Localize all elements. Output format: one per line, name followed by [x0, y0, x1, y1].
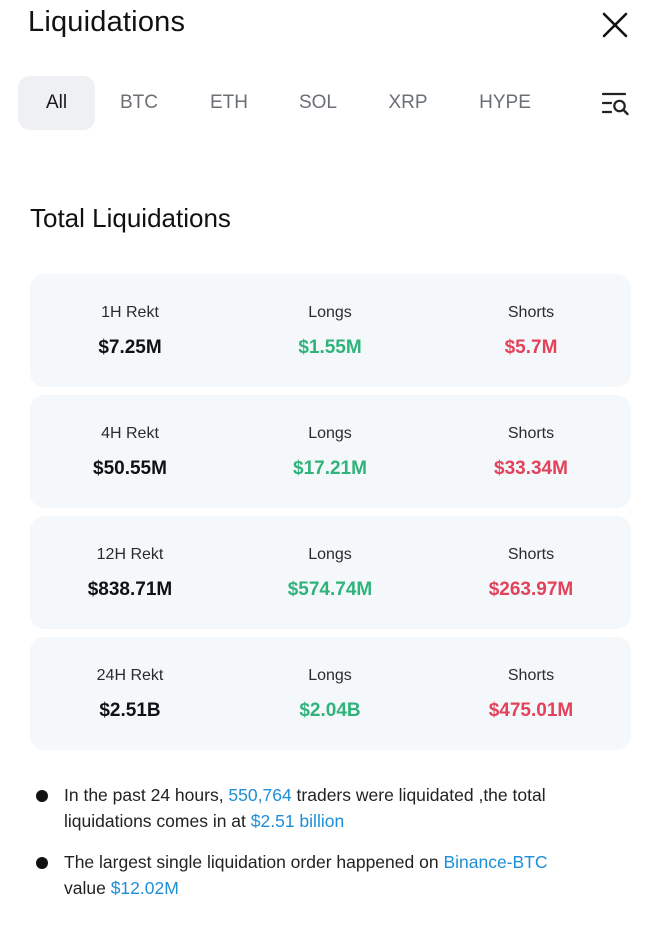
shorts-value: $475.01M: [488, 700, 574, 721]
rekt-column: 1H Rekt $7.25M: [30, 274, 230, 387]
longs-label: Longs: [308, 425, 352, 442]
shorts-label: Shorts: [507, 546, 555, 563]
section-title: Total Liquidations: [30, 203, 231, 233]
rekt-value: $7.25M: [98, 337, 162, 358]
stats-card-24h: 24H Rekt $2.51B Longs $2.04B Shorts $475…: [30, 637, 631, 750]
rekt-label: 4H Rekt: [101, 425, 159, 442]
rekt-column: 24H Rekt $2.51B: [30, 637, 230, 750]
longs-column: Longs $17.21M: [230, 395, 430, 508]
list-search-icon[interactable]: [602, 91, 630, 117]
note-text: In the past 24 hours, 550,764 traders we…: [64, 782, 624, 834]
rekt-value: $2.51B: [99, 700, 161, 721]
longs-value: $2.04B: [299, 700, 361, 721]
rekt-label: 24H Rekt: [96, 667, 164, 684]
coin-tabs: All BTC ETH SOL XRP HYPE: [18, 76, 643, 132]
tab-hype[interactable]: HYPE: [479, 92, 531, 113]
rekt-label: 1H Rekt: [101, 304, 159, 321]
rekt-column: 12H Rekt $838.71M: [30, 516, 230, 629]
note-text-segment: In the past 24 hours,: [64, 785, 229, 805]
rekt-value: $50.55M: [93, 458, 167, 479]
shorts-value: $5.7M: [504, 337, 558, 358]
rekt-column: 4H Rekt $50.55M: [30, 395, 230, 508]
longs-label: Longs: [308, 546, 352, 563]
note-text: The largest single liquidation order hap…: [64, 849, 624, 901]
shorts-label: Shorts: [507, 304, 555, 321]
shorts-column: Shorts $475.01M: [431, 637, 631, 750]
bullet-icon: [36, 857, 48, 869]
longs-value: $1.55M: [298, 337, 362, 358]
longs-column: Longs $2.04B: [230, 637, 430, 750]
tab-sol[interactable]: SOL: [298, 92, 338, 113]
shorts-label: Shorts: [507, 667, 555, 684]
traders-count-link[interactable]: 550,764: [228, 785, 292, 805]
tab-btc[interactable]: BTC: [120, 92, 158, 113]
note-text-segment: traders were liquidated ,the total liqui…: [64, 785, 546, 831]
tab-all[interactable]: All: [18, 76, 95, 130]
close-icon[interactable]: [598, 8, 632, 42]
tab-xrp[interactable]: XRP: [388, 92, 428, 113]
summary-note-largest-order: The largest single liquidation order hap…: [36, 849, 626, 903]
stats-card-12h: 12H Rekt $838.71M Longs $574.74M Shorts …: [30, 516, 631, 629]
exchange-link[interactable]: Binance-BTC: [443, 852, 548, 872]
longs-value: $574.74M: [287, 579, 373, 600]
shorts-column: Shorts $263.97M: [431, 516, 631, 629]
note-text-segment: value: [64, 878, 111, 898]
longs-label: Longs: [308, 667, 352, 684]
tab-eth[interactable]: ETH: [210, 92, 248, 113]
shorts-value: $263.97M: [488, 579, 574, 600]
bullet-icon: [36, 790, 48, 802]
longs-column: Longs $1.55M: [230, 274, 430, 387]
stats-card-4h: 4H Rekt $50.55M Longs $17.21M Shorts $33…: [30, 395, 631, 508]
order-value-link[interactable]: $12.02M: [110, 878, 179, 898]
shorts-value: $33.34M: [494, 458, 568, 479]
longs-value: $17.21M: [293, 458, 367, 479]
summary-note-traders: In the past 24 hours, 550,764 traders we…: [36, 782, 626, 836]
header: Liquidations: [0, 0, 661, 50]
longs-label: Longs: [308, 304, 352, 321]
longs-column: Longs $574.74M: [230, 516, 430, 629]
rekt-value: $838.71M: [87, 579, 173, 600]
stats-card-1h: 1H Rekt $7.25M Longs $1.55M Shorts $5.7M: [30, 274, 631, 387]
rekt-label: 12H Rekt: [96, 546, 164, 563]
shorts-column: Shorts $33.34M: [431, 395, 631, 508]
shorts-column: Shorts $5.7M: [431, 274, 631, 387]
page-title: Liquidations: [28, 6, 186, 38]
shorts-label: Shorts: [507, 425, 555, 442]
note-text-segment: The largest single liquidation order hap…: [64, 852, 444, 872]
total-amount-link[interactable]: $2.51 billion: [250, 811, 345, 831]
